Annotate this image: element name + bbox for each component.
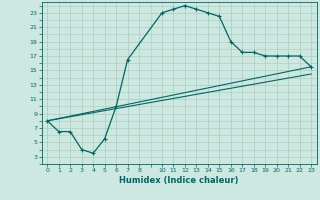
- X-axis label: Humidex (Indice chaleur): Humidex (Indice chaleur): [119, 176, 239, 185]
